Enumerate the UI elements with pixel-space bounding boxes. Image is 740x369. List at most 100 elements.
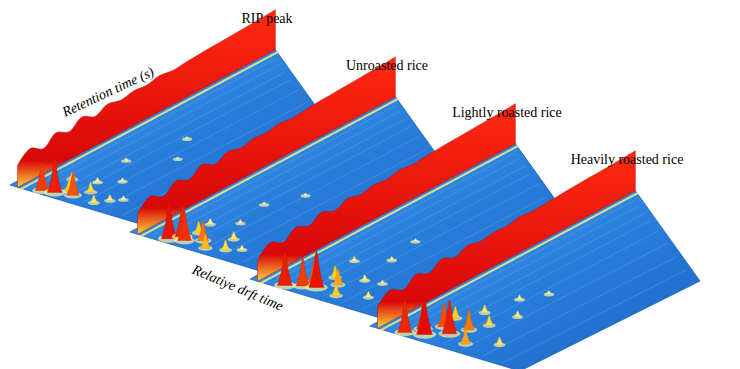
peak: [88, 195, 100, 205]
peak-spike: [35, 162, 48, 190]
peak-spike: [119, 178, 126, 182]
peak-spike: [230, 232, 238, 240]
peak-spike: [47, 158, 62, 192]
peak-spike: [178, 211, 192, 241]
peak: [512, 311, 523, 319]
peak: [274, 251, 296, 289]
peak-spike: [184, 136, 191, 139]
peak: [219, 240, 232, 252]
peak-spike: [302, 193, 309, 196]
peak: [410, 239, 420, 244]
peak-spike: [514, 311, 522, 317]
peak-spike: [67, 171, 79, 195]
peak-spike: [351, 256, 358, 261]
peak-spike: [516, 295, 523, 300]
x-axis-title: Retention time (s): [59, 64, 157, 121]
panel-title: Unroasted rice: [346, 58, 428, 73]
peak: [84, 182, 97, 194]
peak: [329, 284, 343, 298]
peak-spike: [333, 269, 343, 285]
peak: [413, 297, 436, 339]
peak: [461, 310, 478, 333]
peak: [479, 305, 491, 315]
peak-spike: [379, 280, 386, 284]
peak-spike: [388, 256, 395, 260]
peak: [439, 300, 461, 338]
peak-spike: [296, 258, 309, 286]
peak-spike: [496, 337, 504, 345]
peak: [394, 300, 415, 336]
peak-spike: [309, 251, 324, 287]
peak-spike: [261, 202, 268, 205]
peak-spike: [201, 234, 211, 248]
peak-spike: [206, 218, 214, 224]
peak: [237, 245, 248, 252]
peak: [377, 280, 388, 286]
chart: RIP peak Unroasted rice Lightly roasted ri…: [0, 0, 740, 369]
peak: [259, 202, 269, 207]
panel-title: Lightly roasted rice: [452, 105, 562, 120]
peak-spike: [481, 305, 489, 313]
peak: [121, 158, 131, 163]
peak: [301, 193, 311, 198]
rip-ridge: [378, 151, 636, 329]
peak-spike: [442, 300, 457, 334]
peak-spike: [175, 157, 182, 159]
peak-spike: [106, 195, 114, 201]
peak: [458, 328, 473, 347]
peak: [118, 196, 128, 202]
peak: [235, 220, 246, 226]
peak: [64, 171, 82, 198]
panel: [370, 151, 700, 369]
peak-spike: [361, 275, 369, 281]
peak-spike: [94, 178, 101, 183]
peak-spike: [464, 310, 475, 330]
peak-spike: [412, 239, 419, 242]
peak: [387, 256, 398, 262]
peak: [331, 269, 346, 288]
peak: [359, 275, 370, 283]
peak-spike: [123, 158, 130, 161]
peak-spike: [237, 220, 244, 224]
peak-spike: [332, 284, 341, 296]
peak: [363, 292, 374, 300]
peak-spike: [86, 182, 95, 192]
peak: [349, 256, 360, 263]
peak: [305, 251, 328, 291]
peak: [182, 136, 192, 141]
peak: [44, 158, 66, 196]
peak-spike: [162, 203, 177, 239]
streak: [393, 200, 635, 329]
plot-area: [10, 10, 700, 369]
peak-spike: [461, 328, 471, 344]
peak-spike: [90, 195, 98, 203]
peak: [174, 211, 194, 245]
peak-base: [301, 194, 311, 198]
peak-spike: [120, 196, 127, 200]
peak: [544, 290, 555, 296]
panel-title: RIP peak: [241, 11, 292, 26]
peak: [104, 195, 115, 203]
peak-spike: [365, 292, 373, 298]
peak: [117, 178, 128, 184]
y-axis-title: Relatiye drft time: [189, 262, 285, 314]
rip-fringe: [381, 193, 639, 331]
peak: [228, 232, 240, 242]
peak: [494, 337, 506, 347]
peak: [172, 205, 193, 241]
peak-spike: [485, 316, 494, 326]
peak-spike: [545, 290, 552, 294]
peak-spike: [398, 300, 412, 332]
peak: [92, 178, 103, 185]
streak: [503, 270, 687, 363]
peak: [205, 218, 216, 226]
peak: [173, 157, 183, 161]
streak: [482, 256, 677, 356]
peak: [514, 295, 525, 302]
peak-spike: [278, 251, 293, 285]
peak-spike: [198, 221, 209, 241]
peak: [195, 221, 212, 244]
texts: RIP peak Unroasted rice Lightly roasted ri…: [59, 11, 683, 314]
peak-spike: [417, 297, 433, 335]
peak-spike: [221, 240, 230, 250]
